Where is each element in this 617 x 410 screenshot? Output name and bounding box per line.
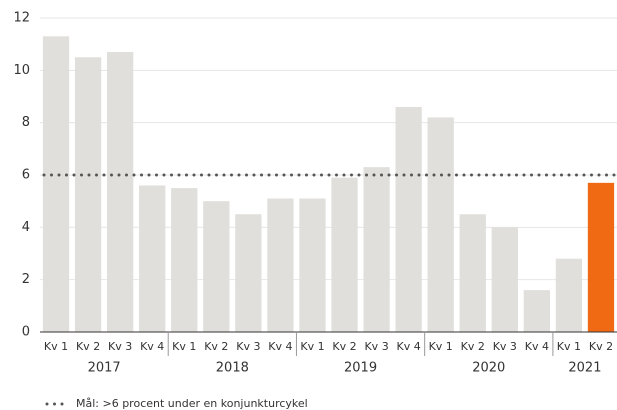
bar [235, 214, 262, 332]
x-tick-label: Kv 4 [268, 340, 292, 353]
x-tick-label: Kv 3 [493, 340, 517, 353]
year-label: 2019 [344, 361, 377, 376]
x-tick-label: Kv 3 [364, 340, 388, 353]
bar [267, 198, 294, 332]
x-tick-label: Kv 4 [397, 340, 421, 353]
legend-label: Mål: >6 procent under en konjunkturcykel [76, 397, 308, 410]
bar [139, 185, 166, 332]
y-tick-label: 12 [13, 11, 30, 26]
x-tick-label: Kv 2 [76, 340, 100, 353]
y-tick-label: 10 [13, 63, 30, 78]
x-tick-label: Kv 2 [332, 340, 356, 353]
bar [171, 188, 198, 332]
year-label: 2021 [568, 361, 601, 376]
bar [587, 182, 615, 332]
year-label: 2018 [216, 361, 249, 376]
bar [42, 36, 70, 333]
x-tick-label: Kv 1 [172, 340, 196, 353]
x-tick-label: Kv 1 [429, 340, 453, 353]
y-tick-label: 0 [22, 325, 30, 340]
bar [299, 198, 326, 332]
x-tick-label: Kv 2 [204, 340, 228, 353]
bar [459, 214, 486, 332]
x-tick-label: Kv 3 [108, 340, 132, 353]
x-tick-label: Kv 2 [589, 340, 613, 353]
bar [106, 52, 134, 333]
bar [74, 57, 102, 332]
bar [395, 106, 422, 332]
x-tick-label: Kv 2 [461, 340, 485, 353]
x-tick-label: Kv 4 [525, 340, 549, 353]
bar [363, 167, 390, 332]
x-tick-label: Kv 1 [557, 340, 581, 353]
x-tick-label: Kv 4 [140, 340, 164, 353]
year-label: 2017 [88, 361, 121, 376]
x-tick-label: Kv 1 [44, 340, 68, 353]
x-tick-label: Kv 1 [300, 340, 324, 353]
x-tick-label: Kv 3 [236, 340, 260, 353]
y-tick-label: 6 [22, 168, 30, 183]
bar [427, 117, 454, 332]
bar [491, 227, 518, 332]
bar [555, 258, 583, 332]
year-label: 2020 [472, 361, 505, 376]
y-tick-label: 8 [22, 115, 30, 130]
y-tick-label: 2 [22, 272, 30, 287]
bar [331, 177, 358, 332]
bar [523, 290, 551, 332]
bar [203, 201, 230, 332]
y-tick-label: 4 [22, 220, 30, 235]
